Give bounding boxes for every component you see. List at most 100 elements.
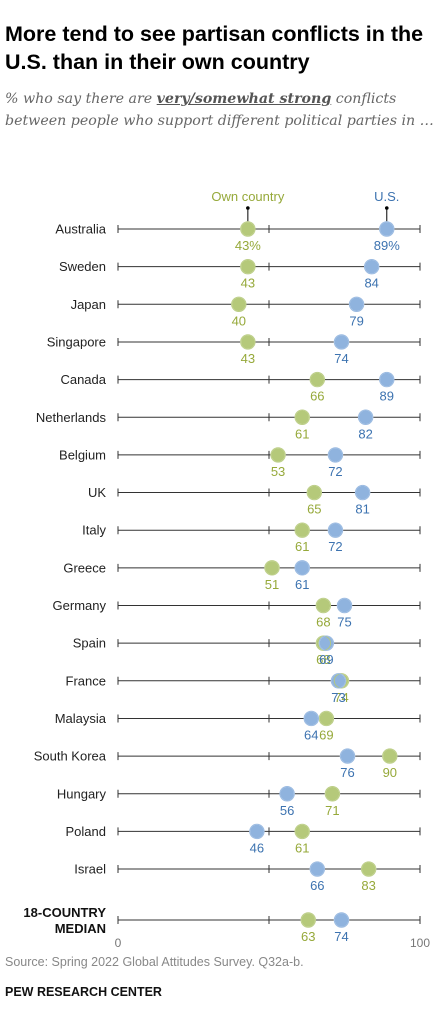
subtitle-post: conflicts between people who support dif… — [5, 91, 434, 129]
us-value-label: 74 — [334, 351, 348, 366]
us-value-label: 76 — [340, 765, 354, 780]
us-value-label: 64 — [304, 727, 318, 742]
country-label: Spain — [73, 636, 106, 651]
own-value-label: 43 — [241, 351, 255, 366]
own-value-label: 61 — [295, 840, 309, 855]
own-value-label: 53 — [271, 464, 285, 479]
own-dot-outline — [318, 710, 335, 727]
us-dot-outline — [303, 710, 319, 727]
own-value-label: 61 — [295, 426, 309, 441]
own-dot-outline — [333, 673, 350, 689]
own-value-label: 74 — [334, 690, 348, 705]
us-value-label: 89% — [374, 238, 400, 253]
own-dot-outline — [324, 786, 341, 802]
us-dot-outline — [318, 635, 335, 651]
us-dot-outline — [379, 371, 395, 388]
x-tick-label-0: 0 — [115, 936, 122, 950]
own-value-label: 90 — [383, 765, 397, 780]
us-dot-outline — [249, 823, 265, 840]
own-dot-outline — [315, 597, 332, 614]
us-value-label: 66 — [310, 878, 324, 893]
own-dot-outline — [231, 296, 247, 312]
us-value-label: 74 — [334, 929, 348, 944]
country-label: Singapore — [47, 334, 106, 349]
own-value-label: 65 — [307, 502, 321, 517]
us-dot-outline — [363, 258, 380, 275]
us-value-label: 79 — [349, 313, 363, 328]
own-dot-outline — [382, 748, 398, 764]
legend-own-pointer-dot — [246, 206, 250, 210]
country-label: Hungary — [57, 786, 107, 801]
country-label: Japan — [71, 297, 106, 312]
us-dot-outline — [357, 409, 374, 425]
own-dot-outline — [240, 221, 256, 237]
us-value-label: 72 — [328, 539, 342, 554]
own-dot-outline — [315, 635, 332, 651]
own-dot-outline — [294, 409, 310, 425]
us-value-label: 72 — [328, 464, 342, 479]
x-tick-label-100: 100 — [410, 936, 430, 950]
country-label: Israel — [74, 862, 106, 877]
us-dot-outline — [309, 861, 326, 877]
country-label: South Korea — [34, 749, 107, 764]
own-value-label: 43 — [241, 276, 255, 291]
legend-us: U.S. — [374, 189, 399, 204]
own-dot-outline — [300, 912, 316, 928]
own-dot-outline — [294, 823, 310, 840]
us-dot-outline — [333, 334, 350, 350]
subtitle-pre: % who say there are — [5, 91, 157, 107]
country-label: France — [66, 673, 106, 688]
median-label-line2: MEDIAN — [55, 921, 106, 936]
own-value-label: 68 — [316, 615, 330, 630]
us-value-label: 84 — [364, 276, 378, 291]
country-label: Netherlands — [36, 410, 107, 425]
legend-us-pointer-dot — [384, 206, 389, 210]
own-dot-outline — [264, 560, 280, 576]
us-value-label: 56 — [280, 803, 294, 818]
us-value-label: 69 — [319, 652, 333, 667]
own-value-label: 71 — [325, 803, 339, 818]
us-value-label: 89 — [380, 389, 394, 404]
us-dot-outline — [333, 912, 350, 928]
us-dot-outline — [330, 673, 347, 689]
chart-subtitle: % who say there are very/somewhat strong… — [5, 88, 437, 132]
own-dot-outline — [306, 484, 322, 501]
us-dot-outline — [279, 786, 295, 802]
us-value-label: 81 — [355, 502, 369, 517]
own-value-label: 68 — [316, 652, 330, 667]
us-value-label: 82 — [358, 426, 372, 441]
us-dot-outline — [336, 597, 353, 614]
median-label-line1: 18-COUNTRY — [23, 905, 106, 920]
legend-own-country: Own country — [211, 189, 284, 204]
own-dot-outline — [309, 371, 326, 388]
us-value-label: 61 — [295, 577, 309, 592]
country-label: Australia — [55, 222, 106, 237]
country-label: Germany — [53, 598, 107, 613]
country-label: Malaysia — [55, 711, 107, 726]
us-dot-outline — [327, 522, 344, 538]
us-dot-outline — [294, 560, 310, 576]
dot-plot: Own country U.S. Australia 43% 89% Sweden 43 84… — [23, 189, 430, 950]
own-value-label: 51 — [265, 577, 279, 592]
own-value-label: 61 — [295, 539, 309, 554]
us-dot-outline — [339, 748, 356, 764]
own-dot-outline — [240, 258, 256, 275]
subtitle-emphasis: very/somewhat strong — [156, 91, 332, 107]
own-dot-outline — [360, 861, 377, 877]
us-value-label: 46 — [250, 840, 264, 855]
country-label: UK — [88, 485, 106, 500]
chart-title: More tend to see partisan conflicts in t… — [5, 22, 424, 74]
own-value-label: 63 — [301, 929, 315, 944]
country-label: Greece — [63, 560, 106, 575]
own-dot-outline — [270, 447, 286, 463]
us-dot-outline — [354, 484, 371, 501]
country-label: Sweden — [59, 259, 106, 274]
own-value-label: 83 — [361, 878, 375, 893]
own-dot-outline — [240, 334, 256, 350]
own-dot-outline — [294, 522, 310, 538]
own-value-label: 43% — [235, 238, 261, 253]
own-value-label: 69 — [319, 727, 333, 742]
own-value-label: 66 — [310, 389, 324, 404]
country-label: Canada — [60, 372, 106, 387]
us-value-label: 75 — [337, 615, 351, 630]
